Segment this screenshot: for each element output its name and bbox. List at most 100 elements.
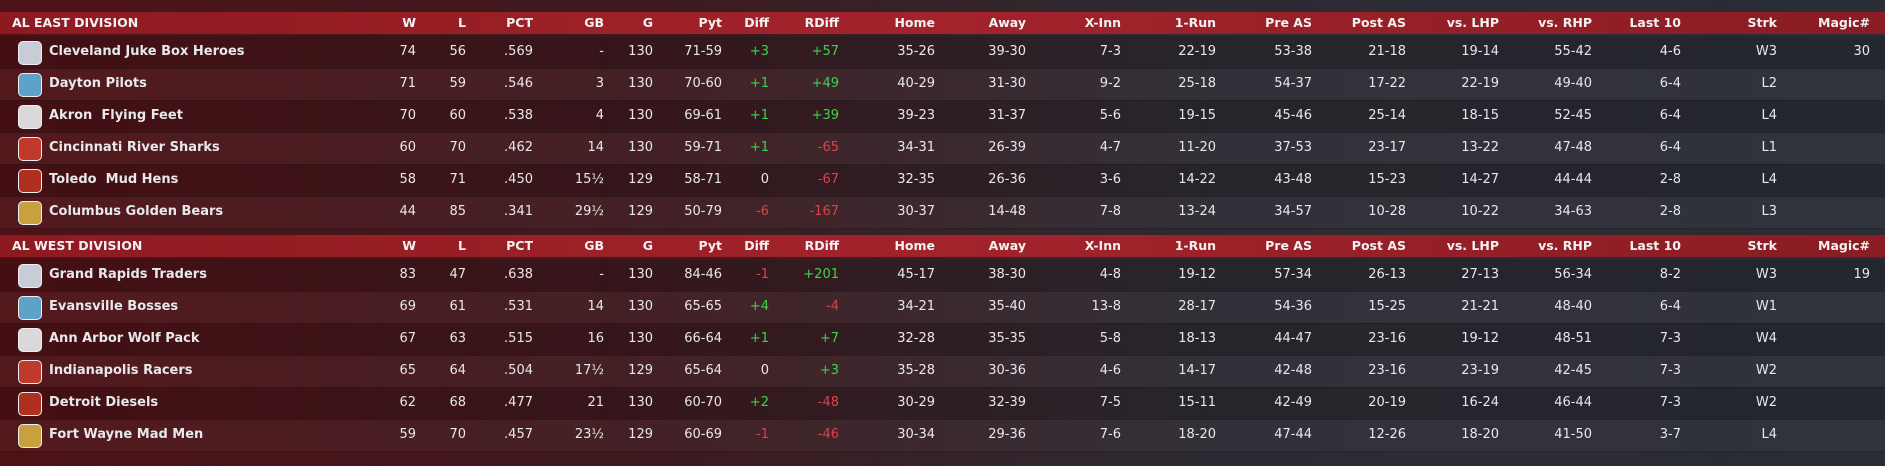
stat-cell: -1 bbox=[756, 267, 769, 282]
stat-cell: 37-53 bbox=[1274, 140, 1312, 155]
stat-cell: 71 bbox=[399, 76, 416, 91]
stat-cell: 4-8 bbox=[1099, 267, 1121, 282]
stat-cell: 7-6 bbox=[1099, 427, 1121, 442]
stat-cell: 18-20 bbox=[1461, 427, 1499, 442]
stat-cell: 21-18 bbox=[1368, 44, 1406, 59]
stat-cell: 59-71 bbox=[684, 140, 722, 155]
stat-cell: 12-26 bbox=[1368, 427, 1406, 442]
stat-cell: 7-5 bbox=[1099, 395, 1121, 410]
stat-cell: +201 bbox=[803, 267, 839, 282]
stat-cell: +49 bbox=[811, 76, 839, 91]
stat-cell: 39-30 bbox=[988, 44, 1026, 59]
stat-cell: 35-28 bbox=[897, 363, 935, 378]
stat-cell: 71 bbox=[449, 172, 466, 187]
stat-cell: 30-29 bbox=[897, 395, 935, 410]
team-name: Detroit Diesels bbox=[49, 395, 159, 410]
column-header: G bbox=[642, 238, 653, 253]
stat-cell: 57-34 bbox=[1274, 267, 1312, 282]
column-header: 1-Run bbox=[1174, 238, 1216, 253]
stat-cell: 70 bbox=[449, 427, 466, 442]
stat-cell: 4-6 bbox=[1659, 44, 1681, 59]
stat-cell: W4 bbox=[1755, 331, 1777, 346]
stat-cell: 83 bbox=[399, 267, 416, 282]
stat-cell: 65-65 bbox=[684, 299, 722, 314]
stat-cell: 6-4 bbox=[1659, 76, 1681, 91]
stat-cell: 19-12 bbox=[1461, 331, 1499, 346]
stat-cell: 129 bbox=[628, 427, 653, 442]
stat-cell: 30-34 bbox=[897, 427, 935, 442]
stat-cell: 21 bbox=[587, 395, 604, 410]
stat-cell: 70 bbox=[399, 108, 416, 123]
team-logo bbox=[18, 201, 42, 225]
stat-cell: 7-3 bbox=[1099, 44, 1121, 59]
stat-cell: -6 bbox=[756, 204, 769, 219]
stat-cell: 63 bbox=[449, 331, 466, 346]
stat-cell: +1 bbox=[749, 76, 769, 91]
stat-cell: 19-12 bbox=[1178, 267, 1216, 282]
stat-cell: 64 bbox=[449, 363, 466, 378]
stat-cell: W1 bbox=[1755, 299, 1777, 314]
column-header: Pre AS bbox=[1265, 238, 1312, 253]
stat-cell: 18-13 bbox=[1178, 331, 1216, 346]
stat-cell: 58-71 bbox=[684, 172, 722, 187]
stat-cell: L2 bbox=[1761, 76, 1777, 91]
column-header: X-Inn bbox=[1084, 15, 1121, 30]
stat-cell: 26-36 bbox=[988, 172, 1026, 187]
column-header: Strk bbox=[1747, 15, 1777, 30]
stat-cell: +1 bbox=[749, 140, 769, 155]
stat-cell: -48 bbox=[817, 395, 839, 410]
stat-cell: - bbox=[599, 267, 604, 282]
stat-cell: 47 bbox=[449, 267, 466, 282]
stat-cell: 50-79 bbox=[684, 204, 722, 219]
stat-cell: 70 bbox=[449, 140, 466, 155]
stat-cell: +3 bbox=[819, 363, 839, 378]
stat-cell: 17-22 bbox=[1368, 76, 1406, 91]
stat-cell: 16 bbox=[587, 331, 604, 346]
stat-cell: 19-14 bbox=[1461, 44, 1499, 59]
stat-cell: 34-63 bbox=[1554, 204, 1592, 219]
team-name: Grand Rapids Traders bbox=[49, 267, 207, 282]
stat-cell: 25-14 bbox=[1368, 108, 1406, 123]
team-row: Cincinnati River Sharks 60 70 .462 14 130 59-7… bbox=[0, 132, 1885, 165]
column-header: Post AS bbox=[1351, 238, 1406, 253]
stat-cell: W3 bbox=[1755, 44, 1777, 59]
stat-cell: 23-16 bbox=[1368, 363, 1406, 378]
team-logo bbox=[18, 264, 42, 288]
stat-cell: +3 bbox=[749, 44, 769, 59]
stat-cell: 30-36 bbox=[988, 363, 1026, 378]
column-header: Strk bbox=[1747, 238, 1777, 253]
stat-cell: 47-44 bbox=[1274, 427, 1312, 442]
stat-cell: 15-23 bbox=[1368, 172, 1406, 187]
stat-cell: 32-39 bbox=[988, 395, 1026, 410]
stat-cell: 42-48 bbox=[1274, 363, 1312, 378]
stat-cell: 45-17 bbox=[897, 267, 935, 282]
stat-cell: 56 bbox=[449, 44, 466, 59]
stat-cell: 18-15 bbox=[1461, 108, 1499, 123]
team-row: Columbus Golden Bears 44 85 .341 29½ 129 50-79… bbox=[0, 196, 1885, 229]
stat-cell: .531 bbox=[504, 299, 533, 314]
stat-cell: 35-40 bbox=[988, 299, 1026, 314]
stat-cell: 44-44 bbox=[1554, 172, 1592, 187]
stat-cell: W2 bbox=[1755, 363, 1777, 378]
stat-cell: 10-22 bbox=[1461, 204, 1499, 219]
stat-cell: 65 bbox=[399, 363, 416, 378]
stat-cell: 29-36 bbox=[988, 427, 1026, 442]
column-header: RDiff bbox=[804, 15, 839, 30]
stat-cell: 20-19 bbox=[1368, 395, 1406, 410]
stat-cell: 45-46 bbox=[1274, 108, 1312, 123]
team-name: Cincinnati River Sharks bbox=[49, 140, 220, 155]
stat-cell: 58 bbox=[399, 172, 416, 187]
stat-cell: 52-45 bbox=[1554, 108, 1592, 123]
stat-cell: 6-4 bbox=[1659, 108, 1681, 123]
stat-cell: 30-37 bbox=[897, 204, 935, 219]
stat-cell: 42-49 bbox=[1274, 395, 1312, 410]
stat-cell: 66-64 bbox=[684, 331, 722, 346]
stat-cell: 130 bbox=[628, 44, 653, 59]
stat-cell: 31-30 bbox=[988, 76, 1026, 91]
stat-cell: 60-70 bbox=[684, 395, 722, 410]
stat-cell: 85 bbox=[449, 204, 466, 219]
stat-cell: 32-28 bbox=[897, 331, 935, 346]
stat-cell: 53-38 bbox=[1274, 44, 1312, 59]
division-header: AL WEST DIVISION W L PCT GB G Pyt Diff RDiff Home… bbox=[0, 235, 1885, 257]
